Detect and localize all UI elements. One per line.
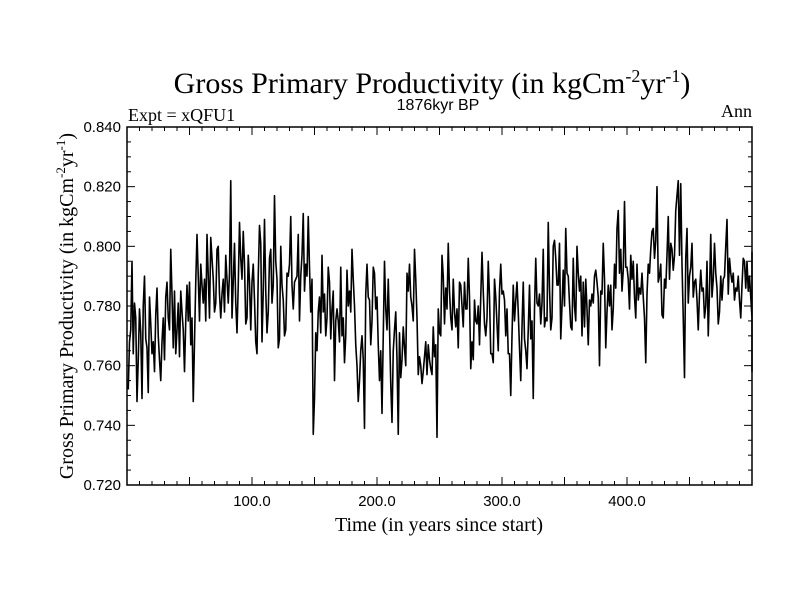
x-tick-label: 300.0 xyxy=(483,493,521,510)
experiment-label: Expt = xQFU1 xyxy=(128,105,235,125)
y-tick-label: 0.840 xyxy=(83,119,121,136)
y-axis-label: Gross Primary Productivity (in kgCm-2yr-… xyxy=(53,133,78,479)
x-axis-label: Time (in years since start) xyxy=(335,514,543,536)
chart-title: Gross Primary Productivity (in kgCm-2yr-… xyxy=(174,66,691,100)
y-tick-label: 0.780 xyxy=(83,298,121,315)
x-tick-label: 400.0 xyxy=(608,493,646,510)
season-label: Ann xyxy=(721,101,752,121)
y-tick-label: 0.740 xyxy=(83,417,121,434)
x-tick-label: 100.0 xyxy=(233,493,271,510)
y-tick-label: 0.820 xyxy=(83,179,121,196)
chart-subtitle: 1876kyr BP xyxy=(397,97,480,114)
y-tick-label: 0.720 xyxy=(83,477,121,494)
tick-labels: 100.0 200.0 300.0 400.0 0.720 0.740 0.760 0.780… xyxy=(83,119,645,510)
y-tick-label: 0.800 xyxy=(83,238,121,255)
x-tick-label: 200.0 xyxy=(358,493,396,510)
series-line-gpp xyxy=(127,179,753,439)
y-tick-label: 0.760 xyxy=(83,358,121,375)
plot-frame xyxy=(126,126,753,486)
